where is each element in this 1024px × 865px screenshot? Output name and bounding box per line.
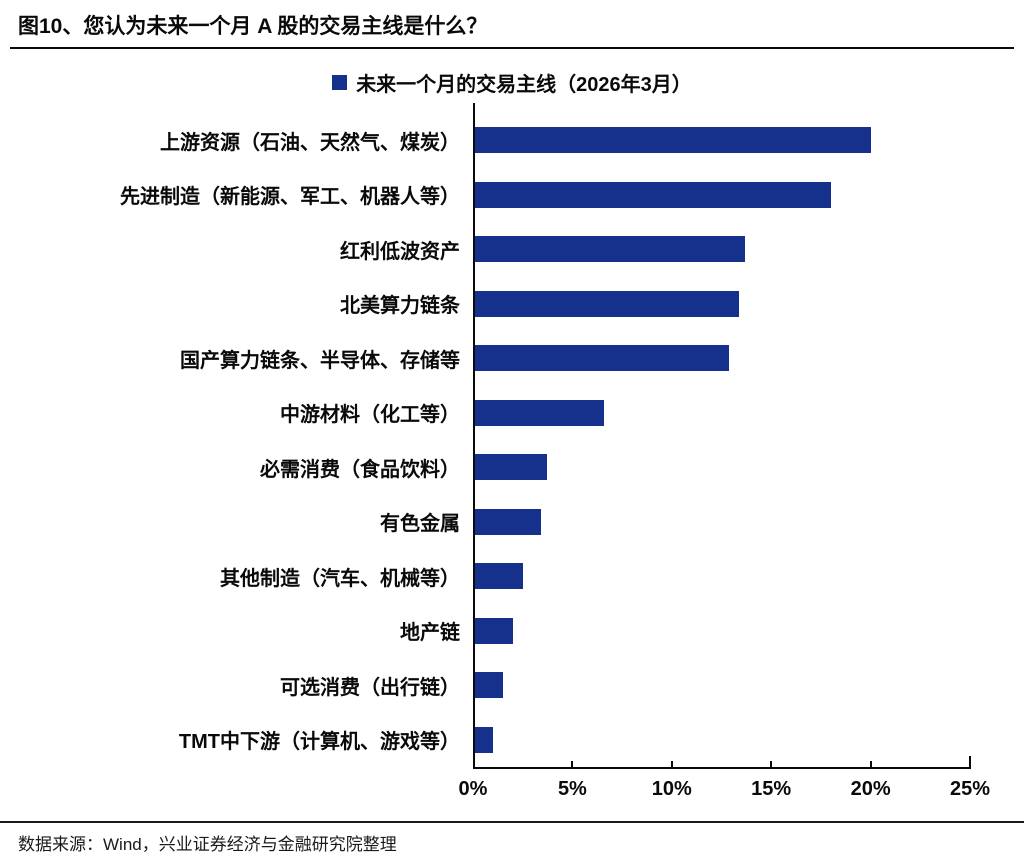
bar-track [473, 713, 970, 768]
category-label: 先进制造（新能源、军工、机器人等） [120, 186, 460, 209]
chart-row: 地产链 [16, 604, 1024, 659]
bar-track [473, 277, 970, 332]
chart-row: 上游资源（石油、天然气、煤炭） [16, 113, 1024, 168]
chart-row: 国产算力链条、半导体、存储等 [16, 331, 1024, 386]
legend-swatch [332, 74, 348, 90]
category-label: 有色金属 [380, 513, 460, 536]
category-label: 北美算力链条 [340, 295, 460, 318]
title-divider [10, 47, 1014, 49]
category-label: 地产链 [400, 622, 460, 645]
bar [473, 617, 513, 644]
category-label: 可选消费（出行链） [280, 676, 460, 699]
bar-track [473, 168, 970, 223]
chart-row: 必需消费（食品饮料） [16, 440, 1024, 495]
bar-track [473, 549, 970, 604]
category-label: 上游资源（石油、天然气、煤炭） [160, 131, 460, 154]
bar-track [473, 495, 970, 550]
category-label: 中游材料（化工等） [280, 404, 460, 427]
axis-tick [969, 756, 971, 769]
bar [473, 399, 605, 426]
axis-tick-label: 0% [458, 778, 488, 800]
footer-divider [0, 821, 1024, 823]
figure-header: 图10、您认为未来一个月 A 股的交易主线是什么？ [0, 0, 1024, 47]
axis-tick-label: 5% [557, 778, 587, 800]
axis-tick [670, 761, 673, 769]
bar [473, 181, 831, 208]
bar [473, 672, 503, 699]
chart-row: 红利低波资产 [16, 222, 1024, 277]
bar-chart: 上游资源（石油、天然气、煤炭） 先进制造（新能源、军工、机器人等） 红利低波资产 北美… [0, 103, 1024, 807]
bar-track [473, 113, 970, 168]
legend-label: 未来一个月的交易主线（2026年3月） [356, 73, 692, 96]
chart-row: 中游材料（化工等） [16, 386, 1024, 441]
bar [473, 508, 541, 535]
axis-tick [869, 761, 872, 769]
chart-row: 有色金属 [16, 495, 1024, 550]
chart-row: 其他制造（汽车、机械等） [16, 549, 1024, 604]
bar-track [473, 604, 970, 659]
category-label: 必需消费（食品饮料） [260, 458, 460, 481]
bar-track [473, 386, 970, 441]
bar-track [473, 331, 970, 386]
bar [473, 563, 523, 590]
chart-row: TMT中下游（计算机、游戏等） [16, 713, 1024, 768]
category-label: 其他制造（汽车、机械等） [220, 567, 460, 590]
chart-row: 可选消费（出行链） [16, 658, 1024, 713]
bar [473, 290, 740, 317]
axis-tick-label: 15% [751, 778, 792, 800]
bar [473, 345, 730, 372]
bar [473, 454, 547, 481]
data-source: 数据来源：Wind，兴业证券经济与金融研究院整理 [18, 835, 397, 854]
axis-tick [571, 761, 574, 769]
x-axis-tick-labels: 0% 5% 10% 15% 20% 25% [459, 769, 990, 807]
figure-title: 图10、您认为未来一个月 A 股的交易主线是什么？ [18, 15, 488, 38]
axis-tick-label: 20% [850, 778, 891, 800]
bar-track [473, 658, 970, 713]
chart-rows: 上游资源（石油、天然气、煤炭） 先进制造（新能源、军工、机器人等） 红利低波资产 北美… [16, 103, 1024, 768]
bar-track [473, 222, 970, 277]
axis-tick-label: 10% [651, 778, 692, 800]
axis-tick [770, 761, 773, 769]
chart-row: 北美算力链条 [16, 277, 1024, 332]
axis-tick-label: 25% [949, 778, 991, 800]
chart-legend: 未来一个月的交易主线（2026年3月） [0, 67, 1024, 97]
bar [473, 236, 746, 263]
x-axis [473, 756, 971, 769]
category-label: TMT中下游（计算机、游戏等） [178, 731, 460, 754]
category-label: 红利低波资产 [340, 240, 460, 263]
bar [473, 127, 871, 154]
bar [473, 726, 493, 753]
bar-track [473, 440, 970, 495]
chart-row: 先进制造（新能源、军工、机器人等） [16, 168, 1024, 223]
figure-footer: 数据来源：Wind，兴业证券经济与金融研究院整理 [0, 821, 1024, 855]
category-label: 国产算力链条、半导体、存储等 [180, 349, 460, 372]
